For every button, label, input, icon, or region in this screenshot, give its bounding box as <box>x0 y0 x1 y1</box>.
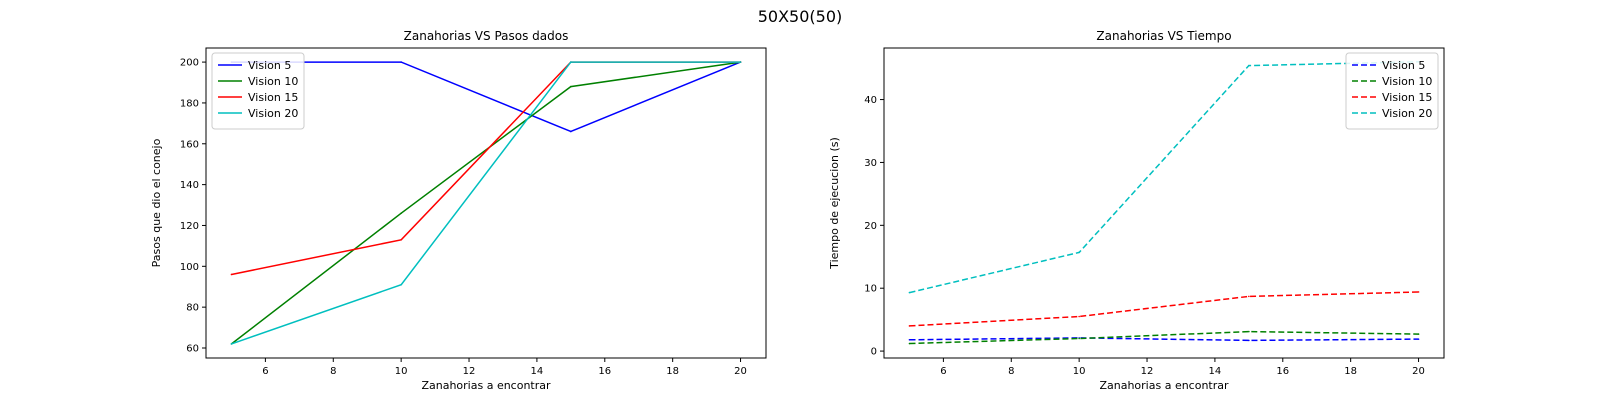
x-tick-label: 14 <box>531 366 544 377</box>
x-axis-label: Zanahorias a encontrar <box>421 379 551 392</box>
y-tick-label: 120 <box>180 221 199 232</box>
legend-label: Vision 15 <box>1382 91 1432 104</box>
x-tick-label: 12 <box>463 366 476 377</box>
data-point <box>1248 330 1250 333</box>
x-tick-label: 10 <box>1073 366 1086 377</box>
data-point <box>400 61 402 63</box>
y-tick-label: 100 <box>180 262 199 273</box>
data-point <box>1248 295 1250 298</box>
x-tick-label: 8 <box>330 366 336 377</box>
x-tick-label: 6 <box>940 366 946 377</box>
plot-frame <box>883 47 1445 359</box>
y-tick-label: 10 <box>864 284 877 295</box>
data-point <box>570 85 572 88</box>
data-point <box>1078 251 1080 254</box>
data-point <box>1417 291 1420 293</box>
legend: Vision 5 Vision 10 Vision 15 Vision 20 <box>211 52 305 130</box>
x-tick-label: 18 <box>1344 366 1357 377</box>
x-tick-label: 10 <box>395 366 408 377</box>
legend-label: Vision 10 <box>1382 75 1432 88</box>
chart-title: Zanahorias VS Tiempo <box>1096 29 1231 43</box>
chart-time: Zanahorias VS Tiempo 6 8 10 12 14 16 18 20 0 10 20 3… <box>828 29 1445 392</box>
plot-frame <box>205 47 767 359</box>
y-tick-label: 20 <box>864 221 877 232</box>
legend-label: Vision 20 <box>1382 107 1432 120</box>
data-point <box>1417 338 1420 340</box>
legend-label: Vision 20 <box>248 107 298 120</box>
legend-box <box>211 52 305 130</box>
x-tick-label: 20 <box>1412 366 1425 377</box>
data-point <box>908 291 911 294</box>
series-line-vision-20 <box>909 61 1419 294</box>
x-tick-label: 14 <box>1209 366 1222 377</box>
y-tick-label: 180 <box>180 98 199 109</box>
y-tick-label: 60 <box>186 343 199 354</box>
y-tick-label: 40 <box>864 95 877 106</box>
x-axis-label: Zanahorias a encontrar <box>1099 379 1229 392</box>
data-point <box>908 342 911 345</box>
data-point <box>1417 333 1420 335</box>
y-tick-label: 80 <box>186 303 199 314</box>
series-line-vision-15 <box>909 291 1419 327</box>
data-point <box>570 61 572 63</box>
y-tick-label: 140 <box>180 180 199 191</box>
chart-title: Zanahorias VS Pasos dados <box>404 29 569 43</box>
figure-title: 50X50(50) <box>758 7 843 26</box>
legend-label: Vision 5 <box>1382 59 1425 72</box>
data-point <box>230 273 233 276</box>
y-axis-label: Tiempo de ejecucion (s) <box>828 137 841 270</box>
x-tick-label: 6 <box>262 366 268 377</box>
y-axis-label: Pasos que dio el conejo <box>150 138 163 267</box>
legend: Vision 5 Vision 10 Vision 15 Vision 20 <box>1345 52 1439 130</box>
data-point <box>1078 337 1080 340</box>
data-point <box>1248 339 1250 342</box>
legend-label: Vision 10 <box>248 75 298 88</box>
data-point <box>400 212 402 215</box>
data-point <box>739 61 742 63</box>
x-tick-label: 8 <box>1008 366 1014 377</box>
y-tick-label: 200 <box>180 58 199 69</box>
data-point <box>1078 315 1080 318</box>
chart-steps: Zanahorias VS Pasos dados 6 8 10 12 14 16 18 20 6… <box>150 29 767 392</box>
series-line-vision-5 <box>231 61 741 133</box>
series-line-vision-5 <box>909 337 1419 342</box>
y-tick-label: 160 <box>180 139 199 150</box>
legend-label: Vision 15 <box>248 91 298 104</box>
data-point <box>400 283 402 286</box>
data-point <box>400 238 402 241</box>
legend-box <box>1345 52 1439 130</box>
legend-label: Vision 5 <box>248 59 291 72</box>
data-point <box>230 343 233 345</box>
x-tick-label: 20 <box>734 366 747 377</box>
data-point <box>908 325 911 327</box>
data-point <box>570 130 572 133</box>
series-line-vision-10 <box>231 61 741 345</box>
x-tick-label: 12 <box>1141 366 1154 377</box>
data-point <box>1248 64 1250 67</box>
data-point <box>908 338 911 341</box>
x-tick-label: 18 <box>666 366 679 377</box>
y-tick-label: 0 <box>871 347 877 358</box>
y-tick-label: 30 <box>864 158 877 169</box>
x-tick-label: 16 <box>1276 366 1289 377</box>
series-line-vision-20 <box>231 61 741 345</box>
series-line-vision-10 <box>909 330 1419 345</box>
x-tick-label: 16 <box>598 366 611 377</box>
